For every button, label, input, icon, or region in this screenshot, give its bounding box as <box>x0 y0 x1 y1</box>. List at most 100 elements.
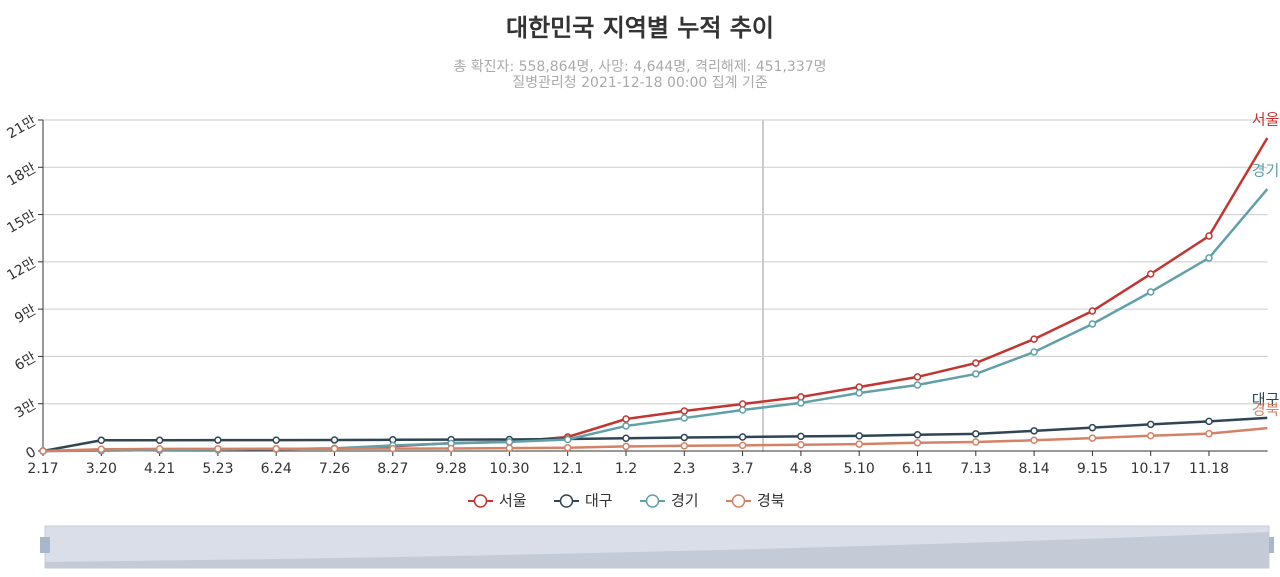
data-point <box>738 406 747 414</box>
data-point <box>155 445 164 453</box>
x-tick-label: 12.1 <box>552 461 583 477</box>
subtitle: 질병관리청 2021-12-18 00:00 집계 기준 <box>512 75 768 91</box>
x-tick-label: 2.3 <box>673 461 695 477</box>
data-point <box>1088 320 1097 328</box>
legend-item[interactable]: 경북 <box>726 492 785 510</box>
data-point <box>389 444 397 453</box>
data-point <box>913 439 922 447</box>
end-label: 대구 <box>1252 390 1280 408</box>
data-point <box>447 444 455 453</box>
x-tick-label: 6.11 <box>902 461 933 477</box>
data-point <box>738 400 747 408</box>
data-point <box>1030 348 1038 356</box>
series-line <box>42 416 1268 453</box>
x-tick-label: 3.7 <box>731 461 753 477</box>
x-tick-label: 9.28 <box>436 461 467 477</box>
end-label: 경북 <box>1252 401 1280 419</box>
end-label: 경기 <box>1252 162 1280 180</box>
zoom-handle[interactable] <box>40 537 50 553</box>
data-point <box>855 389 863 397</box>
end-label: 서울 <box>1252 110 1280 128</box>
data-point <box>680 433 689 442</box>
data-point <box>680 414 689 422</box>
data-point <box>797 399 805 407</box>
data-point <box>155 436 164 445</box>
data-point <box>1088 423 1097 432</box>
data-point <box>680 407 689 415</box>
legend-marker <box>559 494 574 508</box>
data-point <box>330 444 339 453</box>
data-point <box>797 393 805 401</box>
data-point <box>622 442 630 451</box>
data-point <box>855 432 863 440</box>
x-tick-label: 7.13 <box>960 461 991 477</box>
data-point <box>97 445 106 454</box>
y-tick-label: 15만 <box>4 208 39 237</box>
zoom-preview <box>45 532 1269 568</box>
data-point <box>913 381 922 389</box>
data-point <box>855 440 863 448</box>
data-point <box>1146 420 1155 429</box>
x-tick-label: 2.17 <box>27 461 58 477</box>
x-tick-label: 9.15 <box>1077 461 1108 477</box>
y-tick-label: 18만 <box>4 160 39 189</box>
x-tick-label: 1.2 <box>615 461 637 477</box>
data-point <box>972 438 980 446</box>
legend-item[interactable]: 경기 <box>640 492 699 510</box>
x-tick-label: 6.24 <box>261 461 292 477</box>
subtitle: 총 확진자: 558,864명, 사망: 4,644명, 격리해제: 451,3… <box>453 59 826 75</box>
legend-label: 서울 <box>499 492 527 510</box>
data-point <box>214 445 222 453</box>
legend-item[interactable]: 서울 <box>468 492 527 510</box>
x-tick-label: 4.21 <box>144 461 175 477</box>
legend-marker <box>731 494 746 508</box>
data-point <box>913 431 922 439</box>
x-tick-label: 4.8 <box>790 461 812 477</box>
y-tick-label: 0 <box>23 444 39 462</box>
data-point <box>272 436 280 444</box>
data-point <box>1146 270 1155 278</box>
x-tick-label: 10.17 <box>1131 461 1171 477</box>
data-point <box>738 441 747 450</box>
data-point <box>1205 429 1213 438</box>
legend-label: 대구 <box>585 492 613 510</box>
y-tick-label: 21만 <box>4 113 39 142</box>
series-line <box>42 188 1269 453</box>
x-tick-label: 8.27 <box>377 461 408 477</box>
data-point <box>855 383 863 391</box>
y-tick-label: 3만 <box>12 397 39 422</box>
x-tick-label: 8.14 <box>1019 461 1050 477</box>
y-tick-label: 12만 <box>4 255 39 284</box>
data-point <box>738 433 747 441</box>
x-tick-label: 5.10 <box>844 461 875 477</box>
data-point <box>797 440 805 449</box>
data-point <box>1088 434 1097 442</box>
data-point <box>1205 254 1213 262</box>
y-tick-label: 9만 <box>12 302 39 327</box>
legend-label: 경기 <box>671 492 699 510</box>
data-point <box>913 373 922 381</box>
data-point <box>505 444 514 452</box>
data-point <box>1030 335 1038 343</box>
data-point <box>1030 427 1038 435</box>
data-point <box>1146 431 1155 440</box>
data-point <box>1146 288 1155 296</box>
legend-marker <box>473 494 488 508</box>
x-tick-label: 10.30 <box>489 461 529 477</box>
data-point <box>972 430 980 438</box>
legend-item[interactable]: 대구 <box>554 492 613 510</box>
series-line <box>42 426 1268 453</box>
legend-marker <box>645 494 660 508</box>
x-tick-label: 3.20 <box>86 461 117 477</box>
data-point <box>214 436 222 444</box>
data-point <box>1088 307 1097 315</box>
data-point <box>622 422 630 430</box>
data-point <box>1030 436 1038 445</box>
data-point <box>622 434 630 442</box>
y-tick-label: 6만 <box>12 349 39 374</box>
data-point <box>622 415 630 423</box>
data-point <box>1205 417 1213 426</box>
data-point <box>563 435 572 444</box>
x-tick-label: 7.26 <box>319 461 350 477</box>
